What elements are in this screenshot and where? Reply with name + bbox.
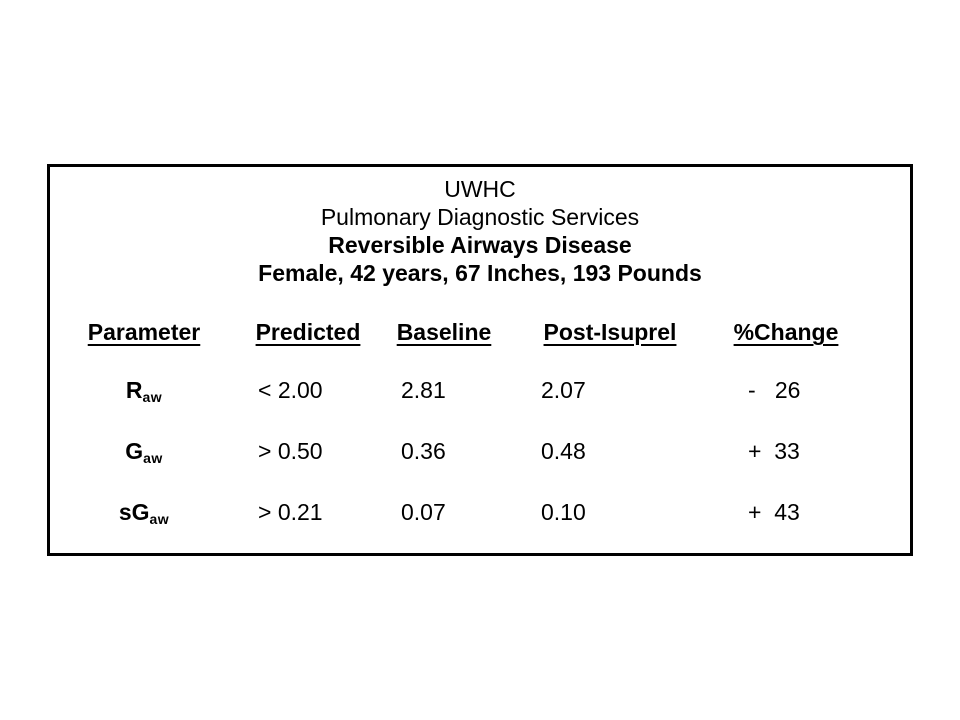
parameter-name-gaw: Gaw (50, 437, 238, 468)
percent-change-value: + 33 (748, 438, 800, 464)
predicted-value: > 0.50 (258, 438, 323, 464)
post-isuprel-value: 0.10 (541, 499, 586, 525)
column-header-baseline: Baseline (396, 319, 492, 345)
baseline-value: 0.36 (401, 438, 446, 464)
patient-info: Female, 42 years, 67 Inches, 193 Pounds (258, 260, 702, 286)
parameter-subscript: aw (142, 389, 163, 405)
parameter-symbol: G (125, 438, 144, 464)
column-header-predicted: Predicted (255, 319, 361, 345)
baseline-value: 0.07 (401, 499, 446, 525)
parameter-subscript: aw (149, 511, 170, 527)
parameter-name-raw: Raw (50, 376, 238, 407)
column-header-percent-change: %Change (733, 319, 839, 345)
department-title: Pulmonary Diagnostic Services (320, 204, 640, 230)
percent-change-value: + 43 (748, 499, 800, 525)
diagnosis-title: Reversible Airways Disease (328, 232, 632, 258)
table-header-row: Parameter Predicted Baseline Post-Isupre… (50, 318, 910, 346)
table-row: Gaw > 0.50 0.36 0.48 + 33 (50, 437, 910, 468)
post-isuprel-value: 2.07 (541, 377, 586, 403)
parameter-symbol: sG (118, 499, 150, 525)
org-title: UWHC (444, 176, 516, 202)
title-block: UWHC Pulmonary Diagnostic Services Rever… (50, 167, 910, 287)
predicted-value: > 0.21 (258, 499, 323, 525)
baseline-value: 2.81 (401, 377, 446, 403)
parameter-name-sgaw: sGaw (50, 498, 238, 529)
predicted-value: < 2.00 (258, 377, 323, 403)
column-header-post-isuprel: Post-Isuprel (543, 319, 677, 345)
column-header-parameter: Parameter (87, 319, 201, 345)
content-box: UWHC Pulmonary Diagnostic Services Rever… (47, 164, 913, 556)
parameter-subscript: aw (143, 450, 163, 466)
table-row: sGaw > 0.21 0.07 0.10 + 43 (50, 498, 910, 529)
table-row: Raw < 2.00 2.81 2.07 - 26 (50, 376, 910, 407)
post-isuprel-value: 0.48 (541, 438, 586, 464)
parameter-symbol: R (125, 377, 143, 403)
percent-change-value: - 26 (748, 377, 801, 403)
